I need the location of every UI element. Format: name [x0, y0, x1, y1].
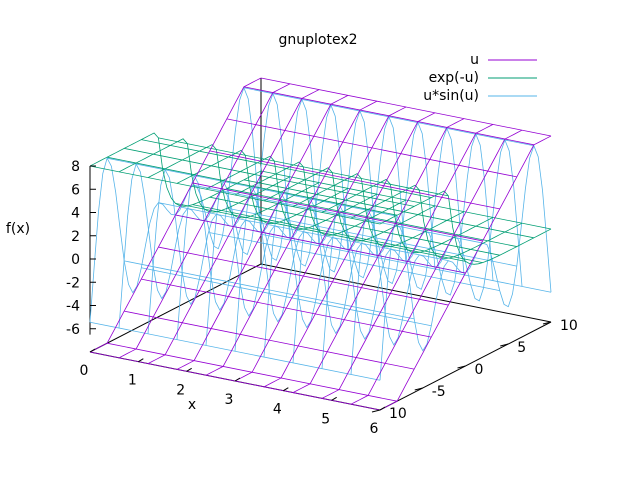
mesh-line — [379, 190, 552, 265]
mesh-line — [209, 150, 500, 210]
x-tick-mark — [138, 358, 144, 363]
z-tick-label: -6 — [66, 322, 80, 338]
z-tick-label: 2 — [71, 229, 80, 245]
y-tick-label: -5 — [432, 384, 446, 400]
mesh-line — [243, 87, 534, 147]
x-tick-mark — [331, 396, 337, 401]
y-tick-mark — [371, 409, 381, 413]
mesh-line — [158, 202, 449, 262]
mesh-line — [158, 246, 449, 306]
mesh-line — [192, 204, 483, 264]
surface-usinu — [89, 86, 552, 381]
mesh-line — [175, 202, 466, 262]
z-axis-label: f(x) — [6, 221, 30, 237]
mesh-line — [124, 148, 415, 207]
x-tick-label: 1 — [128, 373, 137, 389]
z-tick-label: 8 — [71, 159, 80, 175]
z-tick-label: -4 — [66, 299, 80, 315]
x-tick-mark — [186, 367, 192, 372]
x-tick-mark — [283, 387, 289, 392]
mesh-line — [141, 139, 432, 198]
mesh-line — [260, 170, 552, 230]
y-tick-label: 10 — [560, 318, 578, 334]
base-back-left-edge — [89, 263, 262, 353]
legend: u exp(-u) u*sin(u) — [423, 52, 537, 104]
y-tick-label: 5 — [517, 340, 526, 356]
base-back-edge — [260, 263, 552, 323]
mesh-line — [175, 214, 466, 274]
legend-label-u: u — [470, 52, 479, 68]
x-tick-mark — [379, 406, 386, 411]
x-tick-mark — [234, 377, 241, 382]
mesh-line — [124, 260, 415, 320]
mesh-line — [107, 157, 398, 217]
y-tick-mark — [414, 387, 423, 391]
chart-title: gnuplotex2 — [278, 32, 357, 48]
mesh-line — [124, 310, 415, 370]
mesh-line — [158, 137, 449, 197]
mesh-line — [192, 182, 483, 242]
mesh-line — [226, 188, 517, 247]
x-axis-label: x — [188, 397, 196, 413]
y-tick-mark — [457, 365, 466, 369]
y-tick-label: 10 — [389, 406, 407, 422]
x-tick-label: 6 — [370, 421, 379, 437]
z-tick-label: -2 — [66, 275, 80, 291]
mesh-line — [209, 232, 500, 291]
x-tick-label: 2 — [176, 382, 185, 398]
y-tick-mark — [500, 343, 509, 347]
z-tick-label: 0 — [71, 252, 80, 268]
legend-label-exp: exp(-u) — [429, 70, 479, 86]
legend-label-usin: u*sin(u) — [423, 88, 479, 104]
x-tick-label: 5 — [321, 411, 330, 427]
mesh-line — [107, 342, 398, 402]
z-tick-label: 4 — [71, 206, 80, 222]
x-tick-label: 3 — [225, 392, 234, 408]
mesh-line — [89, 86, 262, 323]
mesh-line — [243, 179, 534, 239]
mesh-line — [243, 86, 534, 146]
y-tick-label: 0 — [475, 362, 484, 378]
x-tick-label: 4 — [273, 402, 282, 418]
mesh-line — [141, 267, 432, 327]
surface-exp — [89, 132, 552, 265]
mesh-line — [89, 165, 381, 225]
mesh-line — [141, 278, 432, 338]
mesh-line — [209, 196, 500, 256]
mesh-line — [226, 118, 517, 178]
mesh-line — [260, 233, 552, 293]
z-tick-label: 6 — [71, 182, 80, 198]
mesh-line — [107, 156, 398, 216]
mesh-line — [89, 321, 381, 381]
tick-labels: 8 6 4 2 0 -2 -4 -6 0 1 2 3 4 5 6 10 5 0 -5 10 — [66, 159, 578, 437]
y-tick-mark — [542, 321, 552, 325]
x-tick-mark — [89, 348, 96, 353]
mesh-line — [260, 77, 552, 137]
x-tick-label: 0 — [80, 363, 89, 379]
